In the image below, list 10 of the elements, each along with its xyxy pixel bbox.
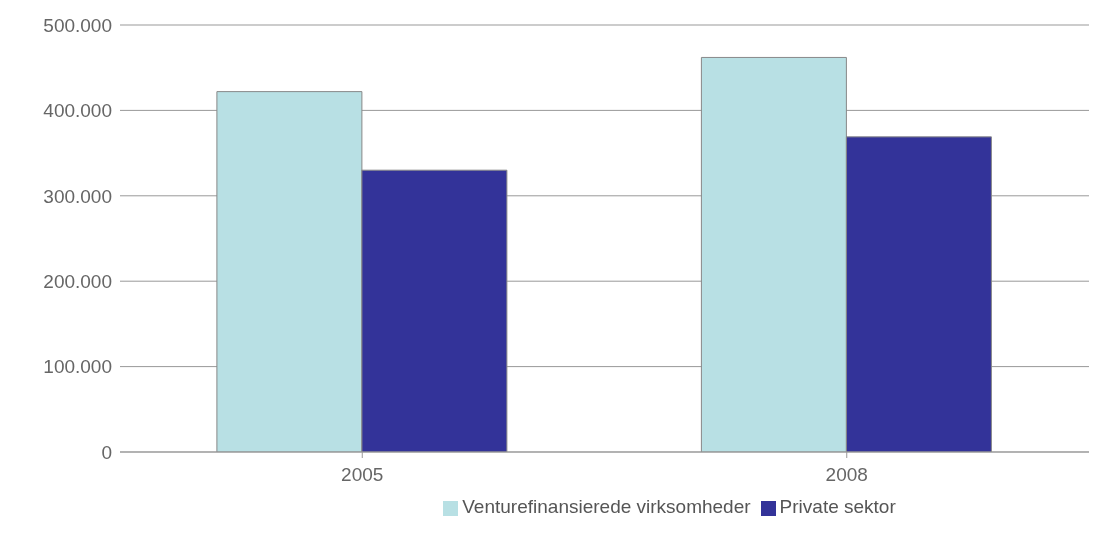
legend-label: Venturefinansierede virksomheder [462, 496, 751, 517]
legend-label: Private sektor [779, 496, 896, 517]
y-tick-label: 200.000 [43, 270, 112, 292]
y-tick-label: 0 [101, 441, 112, 463]
x-tick-label: 2005 [341, 464, 384, 486]
y-tick-label: 500.000 [43, 14, 112, 36]
y-tick-label: 300.000 [43, 185, 112, 207]
x-tick-label: 2008 [825, 464, 868, 486]
y-tick-label: 400.000 [43, 100, 112, 122]
y-tick-label: 100.000 [43, 356, 112, 378]
